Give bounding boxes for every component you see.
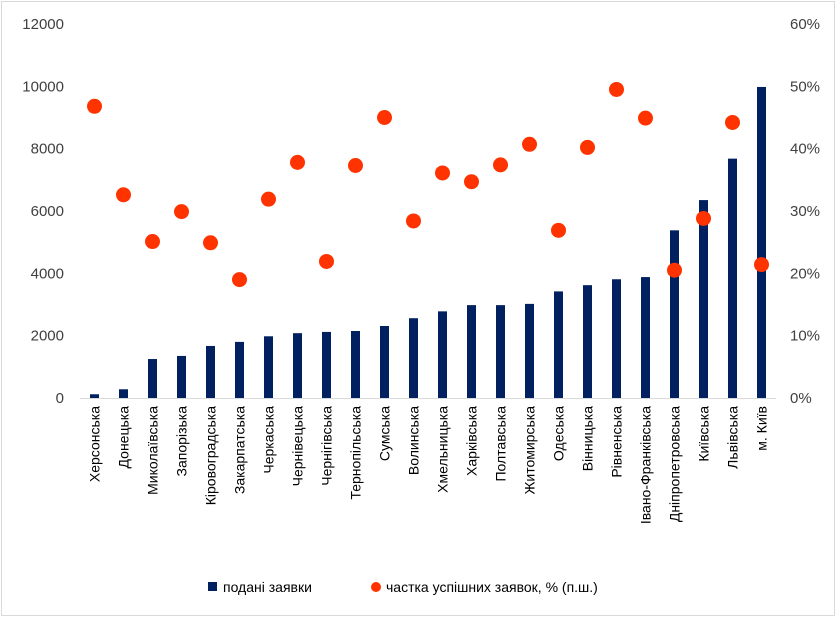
category-label: Харківська [464, 406, 480, 476]
category-label: Одеська [551, 406, 567, 461]
left-axis-tick-label: 2000 [31, 328, 64, 345]
bar [699, 200, 708, 398]
scatter-point [116, 187, 131, 203]
category-label: Чернігівська [319, 406, 335, 486]
left-axis-tick-label: 0 [56, 390, 64, 407]
bar [728, 158, 737, 398]
left-axis-tick-label: 6000 [31, 203, 64, 220]
category-label: Житомирська [522, 406, 538, 495]
scatter-point [551, 222, 566, 238]
category-label: Сумська [377, 406, 393, 461]
bar [583, 285, 592, 398]
scatter-point [493, 157, 508, 173]
category-label: Волинська [406, 406, 422, 475]
scatter-point [464, 174, 479, 190]
category-label: Миколаївська [145, 406, 161, 495]
scatter-series [87, 81, 769, 288]
bar [206, 345, 215, 398]
bar [554, 291, 563, 398]
bar [670, 230, 679, 398]
category-label: Кіровоградська [203, 406, 219, 505]
scatter-point [377, 110, 392, 125]
category-labels: Херсонська Донецька Миколаївська Запорізька… [87, 406, 770, 524]
bar [235, 341, 244, 398]
category-label: Івано-Франківська [638, 406, 654, 524]
category-label: Дніпропетровська [667, 406, 683, 522]
scatter-point [87, 98, 102, 114]
left-axis-ticks: 0 2000 4000 6000 8000 10000 12000 [22, 16, 64, 407]
category-label: м. Київ [754, 406, 770, 451]
bar [264, 336, 273, 398]
legend-bar-label: подані заявки [223, 579, 312, 595]
legend-bar-swatch [208, 582, 217, 591]
bar [293, 333, 302, 398]
bar [612, 279, 621, 398]
category-label: Хмельницька [435, 406, 451, 493]
scatter-point [203, 235, 218, 251]
category-label: Херсонська [87, 406, 103, 482]
legend-dot-swatch [371, 582, 381, 592]
category-label: Тернопільська [348, 406, 364, 500]
scatter-point [435, 165, 450, 181]
bar [351, 330, 360, 398]
category-label: Полтавська [493, 406, 509, 482]
right-axis-tick-label: 0% [790, 390, 812, 407]
bar-series [90, 86, 766, 398]
scatter-point [174, 204, 189, 220]
scatter-point [638, 110, 653, 126]
scatter-point [348, 157, 363, 173]
scatter-point [667, 262, 682, 278]
scatter-point [754, 257, 769, 273]
scatter-point [522, 136, 537, 152]
scatter-point [261, 191, 276, 207]
category-label: Черкаська [261, 406, 277, 474]
left-axis-tick-label: 12000 [22, 16, 64, 33]
scatter-point [406, 213, 421, 229]
bar [641, 277, 650, 398]
right-axis-tick-label: 20% [790, 265, 820, 282]
right-axis-ticks: 0% 10% 20% 30% 40% 50% 60% [790, 16, 820, 407]
category-label: Вінницька [580, 406, 596, 471]
scatter-point [145, 234, 160, 250]
category-label: Львівська [725, 406, 741, 469]
bar [496, 305, 505, 398]
legend-dot-label: частка успішних заявок, % (п.ш.) [386, 579, 598, 595]
category-label: Закарпатська [232, 406, 248, 494]
bar [438, 311, 447, 398]
left-axis-tick-label: 8000 [31, 141, 64, 158]
legend: подані заявки частка успішних заявок, % … [208, 579, 598, 595]
bar [119, 389, 128, 398]
bar [380, 326, 389, 398]
scatter-point [725, 114, 740, 130]
right-axis-tick-label: 40% [790, 141, 820, 158]
scatter-point [609, 81, 624, 97]
right-axis-tick-label: 50% [790, 78, 820, 95]
bar [525, 303, 534, 398]
bar [409, 318, 418, 398]
scatter-point [580, 139, 595, 155]
bar [90, 394, 99, 398]
scatter-point [290, 154, 305, 170]
category-label: Донецька [116, 406, 132, 469]
bar [177, 355, 186, 398]
right-axis-tick-label: 10% [790, 328, 820, 345]
right-axis-tick-label: 30% [790, 203, 820, 220]
right-axis-tick-label: 60% [790, 16, 820, 33]
bar [322, 331, 331, 398]
category-label: Чернівецька [290, 406, 306, 487]
category-label: Запорізька [174, 406, 190, 477]
scatter-point [232, 272, 247, 288]
bar [757, 86, 766, 398]
category-label: Рівненська [609, 406, 625, 478]
bar [467, 305, 476, 398]
left-axis-tick-label: 10000 [22, 78, 64, 95]
scatter-point [696, 210, 711, 226]
category-label: Київська [696, 406, 712, 462]
scatter-point [319, 253, 334, 269]
left-axis-tick-label: 4000 [31, 265, 64, 282]
bar [148, 359, 157, 398]
